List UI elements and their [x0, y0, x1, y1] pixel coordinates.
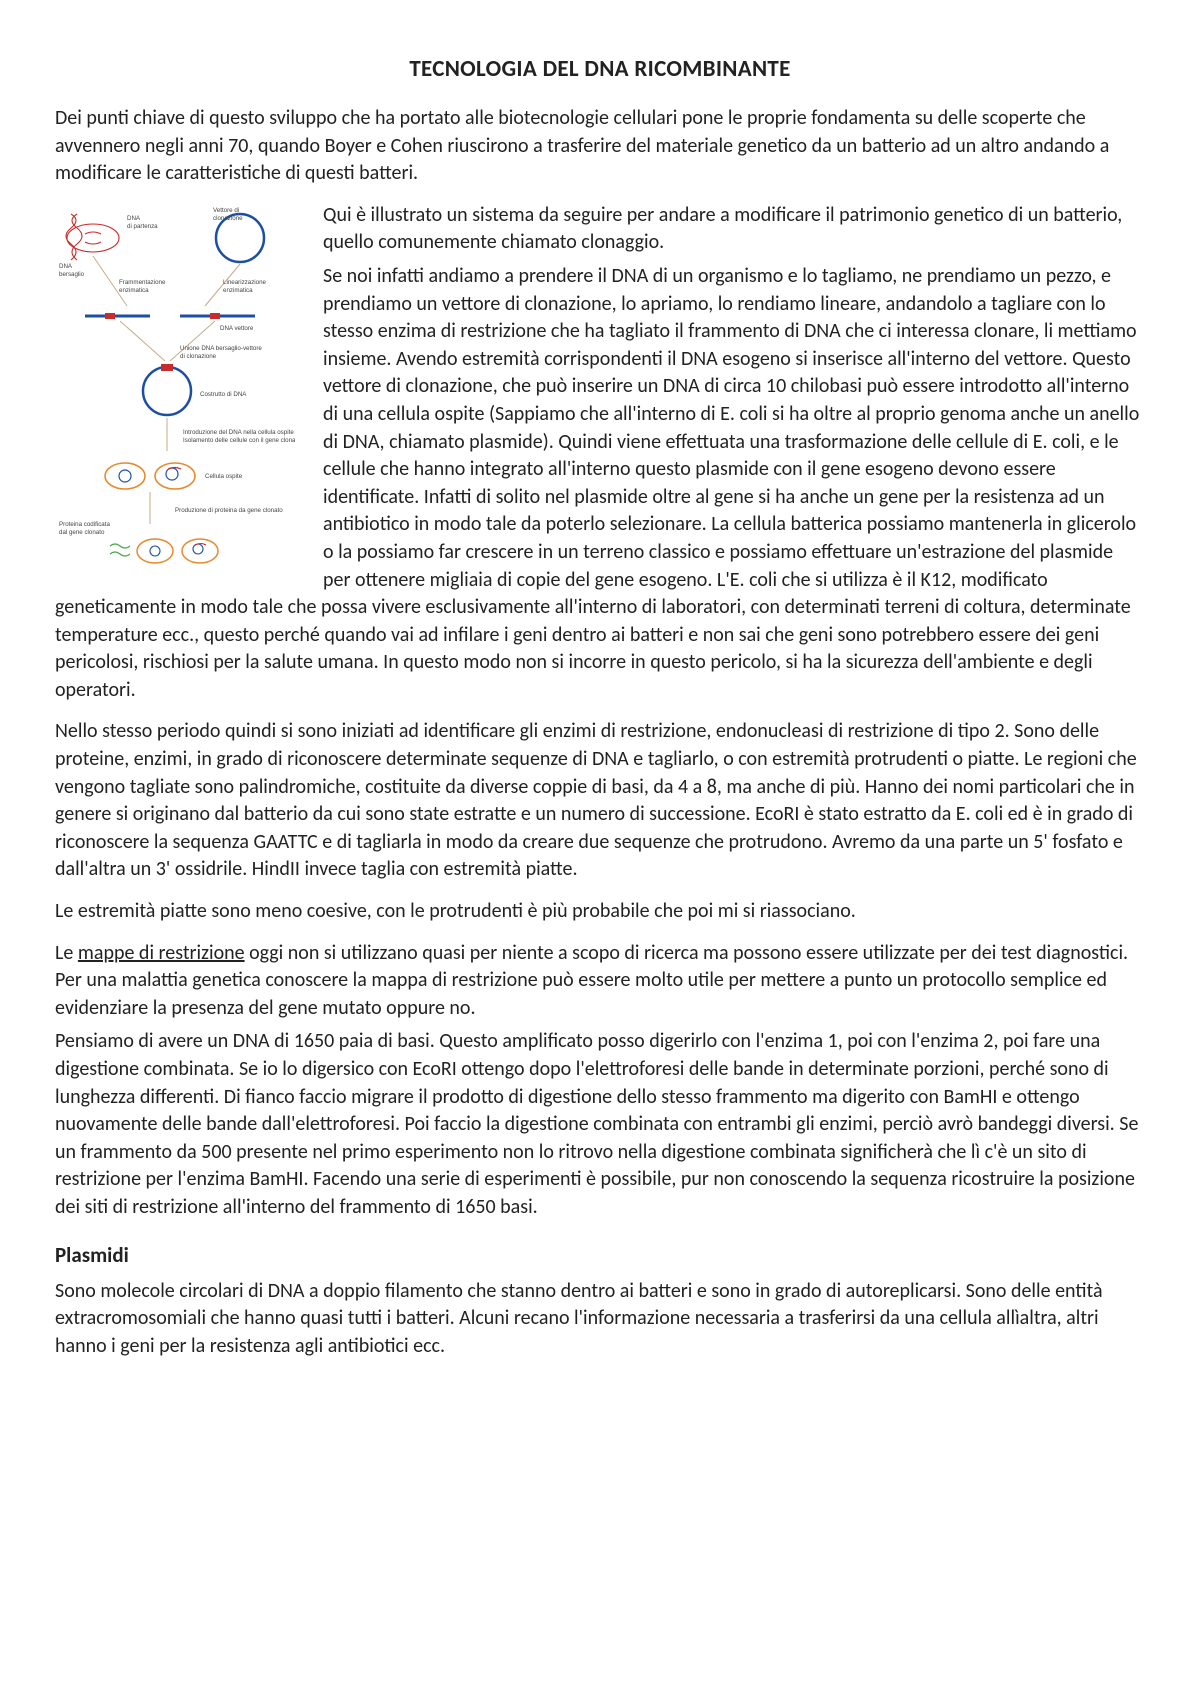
cloning-section: DNA di partenza DNA bersaglio Vettore di… — [55, 202, 1145, 719]
restriction-paragraph-1: Nello stesso periodo quindi si sono iniz… — [55, 718, 1145, 884]
maps-paragraph-1: Le mappe di restrizione oggi non si util… — [55, 940, 1145, 1023]
svg-text:Produzione di proteina da gene: Produzione di proteina da gene clonato — [175, 507, 283, 514]
maps-paragraph-2: Pensiamo di avere un DNA di 1650 paia di… — [55, 1028, 1145, 1221]
svg-text:Costrutto di DNA: Costrutto di DNA — [200, 391, 247, 398]
svg-text:di partenza: di partenza — [127, 223, 158, 230]
svg-text:DNA: DNA — [59, 263, 73, 270]
svg-text:bersaglio: bersaglio — [59, 271, 85, 278]
svg-text:dal gene clonato: dal gene clonato — [59, 529, 105, 536]
cloning-diagram: DNA di partenza DNA bersaglio Vettore di… — [55, 206, 295, 586]
plasmidi-paragraph: Sono molecole circolari di DNA a doppio … — [55, 1278, 1145, 1361]
maps-text-before: Le — [55, 941, 78, 965]
svg-text:Linearizzazione: Linearizzazione — [223, 279, 267, 286]
plasmidi-heading: Plasmidi — [55, 1242, 1145, 1268]
svg-text:Frammentazione: Frammentazione — [119, 279, 166, 286]
svg-text:clonazione: clonazione — [213, 215, 243, 222]
restriction-paragraph-2: Le estremità piatte sono meno coesive, c… — [55, 898, 1145, 926]
svg-text:di clonazione: di clonazione — [180, 353, 217, 360]
svg-text:Introduzione del DNA nella cel: Introduzione del DNA nella cellula ospit… — [183, 429, 294, 436]
intro-paragraph: Dei punti chiave di questo sviluppo che … — [55, 105, 1145, 188]
svg-text:enzimatica: enzimatica — [119, 287, 149, 294]
svg-text:enzimatica: enzimatica — [223, 287, 253, 294]
svg-text:Proteina codificata: Proteina codificata — [59, 521, 110, 528]
svg-text:Isolamento delle cellule con i: Isolamento delle cellule con il gene clo… — [183, 437, 295, 444]
maps-underlined-term: mappe di restrizione — [78, 941, 245, 965]
document-title: TECNOLOGIA DEL DNA RICOMBINANTE — [55, 55, 1145, 83]
svg-text:DNA: DNA — [127, 215, 141, 222]
document-page: TECNOLOGIA DEL DNA RICOMBINANTE Dei punt… — [0, 0, 1200, 1698]
svg-text:Vettore di: Vettore di — [213, 207, 239, 214]
svg-text:Unione DNA bersaglio-vettore: Unione DNA bersaglio-vettore — [180, 345, 262, 352]
svg-text:Cellula ospite: Cellula ospite — [205, 473, 243, 480]
svg-text:DNA vettore: DNA vettore — [220, 325, 254, 332]
